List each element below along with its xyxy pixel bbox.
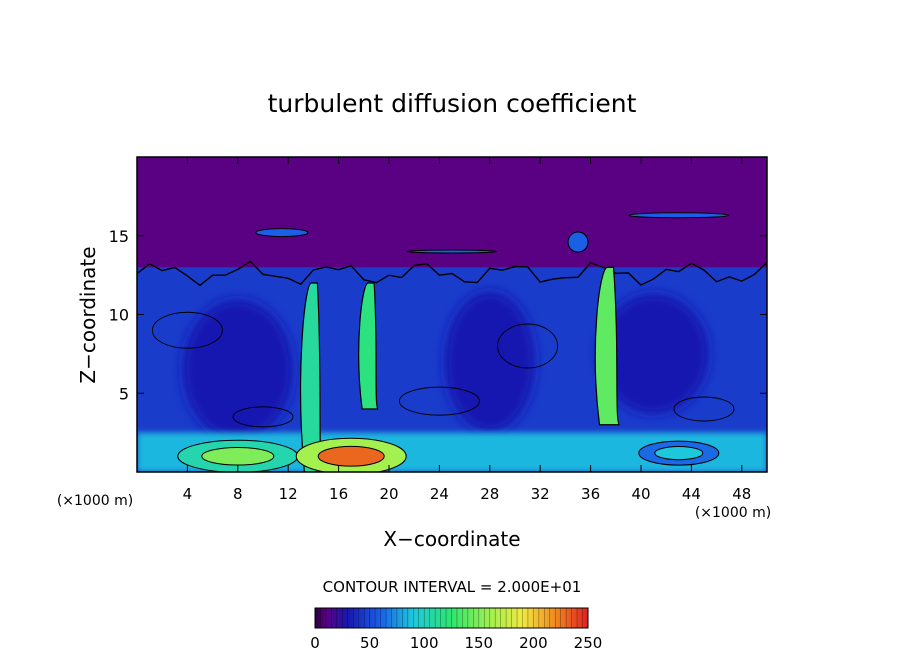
x-tick-label: 44 <box>682 485 701 503</box>
surface-patch-core <box>201 446 275 466</box>
plume <box>594 266 621 426</box>
surface-patch-core <box>317 445 385 467</box>
x-tick-label: 20 <box>379 485 398 503</box>
y-tick-label: 10 <box>109 306 129 325</box>
eddy-core <box>182 299 293 440</box>
colorbar: 0 50 100 150 200 250 <box>310 607 602 652</box>
contour-line <box>673 396 735 422</box>
colorbar-contour-lines <box>320 608 583 628</box>
contour-line <box>497 323 559 369</box>
eddy-core <box>444 291 535 432</box>
colorbar-tick-label: 150 <box>464 634 493 652</box>
diffusion-field <box>137 212 767 472</box>
x-tick-label: 12 <box>279 485 298 503</box>
x-unit-label: (×1000 m) <box>695 505 771 521</box>
contour-interval-note: CONTOUR INTERVAL = 2.000E+01 <box>323 578 582 596</box>
x-tick-label: 24 <box>430 485 449 503</box>
colorbar-tick-label: 50 <box>360 634 379 652</box>
y-tick-label: 15 <box>109 227 129 246</box>
contour-line <box>398 386 480 416</box>
plume <box>358 282 379 410</box>
chart-title: turbulent diffusion coefficient <box>268 89 637 118</box>
z-unit-label: (×1000 m) <box>57 493 133 509</box>
x-tick-label: 36 <box>581 485 600 503</box>
x-axis-label: X−coordinate <box>383 527 520 551</box>
colorbar-tick-label: 200 <box>519 634 548 652</box>
x-axis-ticks: 4 8 12 16 20 24 28 32 36 40 44 48 <box>183 157 751 503</box>
x-tick-label: 40 <box>631 485 650 503</box>
contour-line <box>232 406 294 428</box>
x-tick-label: 48 <box>732 485 751 503</box>
upper-layer-patch <box>567 231 589 253</box>
colorbar-tick-label: 250 <box>574 634 603 652</box>
upper-layer-patch <box>406 249 498 254</box>
surface-patch-core <box>654 446 704 461</box>
y-axis-label: Z−coordinate <box>76 246 100 383</box>
x-tick-label: 16 <box>329 485 348 503</box>
turbulent-layer-top-contour <box>137 260 767 287</box>
x-tick-label: 28 <box>480 485 499 503</box>
colorbar-tick-label: 100 <box>410 634 439 652</box>
upper-layer-patch <box>628 212 730 219</box>
x-tick-label: 4 <box>183 485 193 503</box>
y-axis-ticks: 5 10 15 <box>109 227 767 403</box>
upper-layer-patch <box>255 228 309 238</box>
contour-line <box>151 311 223 349</box>
x-tick-label: 8 <box>233 485 243 503</box>
eddy-core <box>598 293 709 414</box>
y-tick-label: 5 <box>119 384 129 403</box>
x-tick-label: 32 <box>531 485 550 503</box>
colorbar-ticks: 0 50 100 150 200 250 <box>310 634 602 652</box>
colorbar-tick-label: 0 <box>310 634 320 652</box>
